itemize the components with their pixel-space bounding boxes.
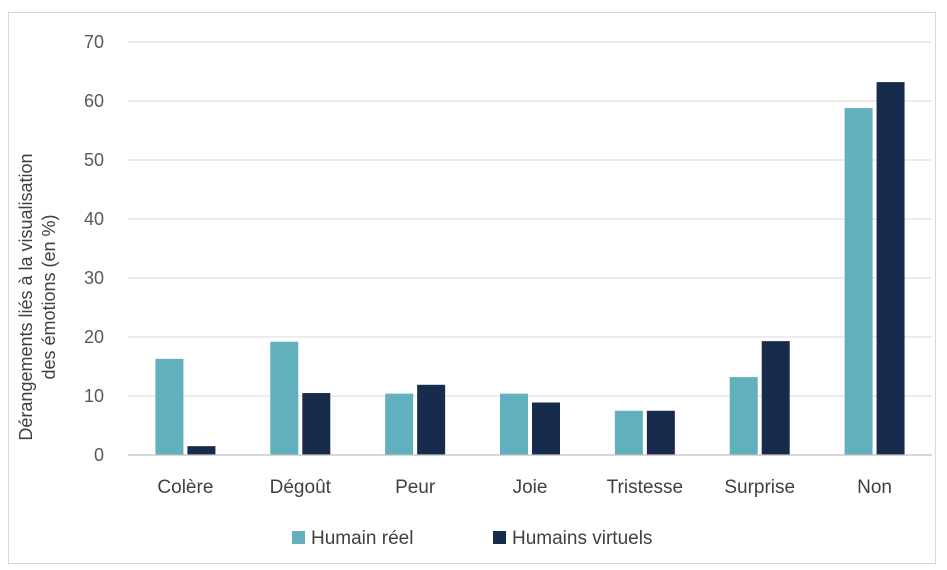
bar-humains-virtuels-6 bbox=[876, 82, 905, 456]
y-tick-label-30: 30 bbox=[84, 268, 104, 288]
x-tick-label-2: Peur bbox=[395, 477, 436, 498]
y-axis-title-line-2: des émotions (en %) bbox=[39, 214, 59, 379]
x-tick-label-1: Dégoût bbox=[270, 477, 332, 498]
bar-humains-virtuels-1 bbox=[302, 393, 331, 455]
x-tick-label-4: Tristesse bbox=[607, 477, 683, 498]
y-axis-title-line-1: Dérangements liés à la visualisation bbox=[16, 153, 36, 440]
legend: Humain réel Humains virtuels bbox=[292, 528, 652, 549]
legend-swatch-1 bbox=[493, 531, 506, 544]
x-tick-label-6: Non bbox=[857, 477, 892, 498]
bar-humains-virtuels-5 bbox=[761, 341, 790, 455]
bar-humain-reel-0 bbox=[155, 358, 184, 455]
bar-humains-virtuels-0 bbox=[187, 446, 216, 455]
y-tick-label-60: 60 bbox=[84, 91, 104, 111]
y-tick-label-0: 0 bbox=[94, 445, 104, 465]
bar-humain-reel-4 bbox=[614, 410, 643, 455]
x-tick-label-3: Joie bbox=[513, 477, 548, 498]
bar-humain-reel-1 bbox=[270, 341, 299, 455]
y-tick-label-70: 70 bbox=[84, 32, 104, 52]
legend-label-0: Humain réel bbox=[311, 528, 413, 549]
bar-humains-virtuels-3 bbox=[532, 402, 560, 455]
y-tick-label-50: 50 bbox=[84, 150, 104, 170]
bar-humain-reel-5 bbox=[729, 377, 758, 455]
y-tick-label-40: 40 bbox=[84, 209, 104, 229]
gridlines bbox=[128, 41, 932, 397]
bar-humain-reel-6 bbox=[844, 108, 873, 455]
bar-humains-virtuels-4 bbox=[646, 410, 675, 455]
legend-swatch-0 bbox=[292, 531, 305, 544]
y-axis-ticks: 0 10 20 30 40 50 60 70 bbox=[84, 32, 104, 465]
bar-humain-reel-2 bbox=[385, 393, 414, 455]
y-tick-label-10: 10 bbox=[84, 386, 104, 406]
x-tick-label-5: Surprise bbox=[724, 477, 795, 498]
x-tick-label-0: Colère bbox=[157, 477, 213, 498]
legend-label-1: Humains virtuels bbox=[512, 528, 652, 549]
bar-humains-virtuels-2 bbox=[417, 384, 446, 455]
chart-frame bbox=[8, 12, 936, 564]
y-tick-label-20: 20 bbox=[84, 327, 104, 347]
x-axis-labels: Colère Dégoût Peur Joie Tristesse Surprise Non bbox=[157, 477, 892, 498]
bars bbox=[155, 82, 905, 456]
y-axis-title: Dérangements liés à la visualisation des… bbox=[16, 153, 59, 440]
bar-humain-reel-3 bbox=[500, 393, 528, 455]
